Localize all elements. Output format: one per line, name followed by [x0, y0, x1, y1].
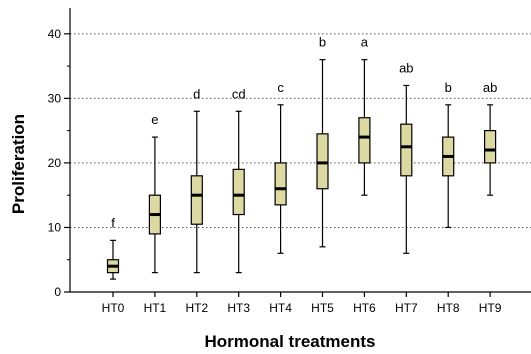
box-body — [400, 123, 413, 177]
significance-label-HT7: ab — [399, 60, 413, 75]
y-tick-label-30: 30 — [48, 91, 62, 105]
significance-label-HT6: a — [361, 35, 369, 50]
y-axis-ticks: 0 10 20 30 40 — [48, 27, 70, 299]
significance-label-HT9: ab — [483, 80, 497, 95]
box-HT6 — [358, 59, 371, 196]
axes — [69, 8, 531, 293]
x-tick-label-HT1: HT1 — [144, 301, 167, 315]
x-tick-label-HT3: HT3 — [227, 301, 250, 315]
significance-label-HT2: d — [193, 86, 200, 101]
significance-label-HT1: e — [151, 112, 158, 127]
gridlines — [70, 33, 531, 228]
box-HT3 — [232, 110, 245, 274]
box-HT5 — [316, 59, 329, 248]
significance-label-HT3: cd — [232, 86, 246, 101]
x-tick-label-HT0: HT0 — [102, 301, 125, 315]
x-tick-label-HT9: HT9 — [479, 301, 502, 315]
x-axis-ticks: HT0 HT1 HT2 HT3 HT4 HT5 HT6 HT7 HT8 HT9 — [102, 292, 502, 315]
y-tick-label-10: 10 — [48, 220, 62, 234]
significance-label-HT5: b — [319, 35, 326, 50]
box-HT8 — [442, 104, 455, 229]
x-tick-label-HT7: HT7 — [395, 301, 418, 315]
x-tick-label-HT8: HT8 — [437, 301, 460, 315]
significance-labels: f e d cd c b a ab b ab — [111, 35, 497, 231]
x-tick-label-HT5: HT5 — [311, 301, 334, 315]
x-tick-label-HT4: HT4 — [269, 301, 292, 315]
x-axis-title: Hormonal treatments — [205, 332, 376, 351]
box-HT4 — [274, 104, 287, 254]
box-body — [484, 130, 497, 164]
significance-label-HT8: b — [445, 80, 452, 95]
boxes — [106, 59, 497, 280]
x-tick-label-HT6: HT6 — [353, 301, 376, 315]
box-body — [316, 133, 329, 190]
y-tick-label-40: 40 — [48, 27, 62, 41]
box-body — [190, 175, 203, 225]
box-body — [232, 168, 245, 216]
box-HT9 — [484, 104, 497, 196]
significance-label-HT4: c — [277, 80, 284, 95]
box-HT7 — [400, 84, 413, 254]
significance-label-HT0: f — [111, 215, 115, 230]
box-HT2 — [190, 110, 203, 274]
box-HT0 — [106, 239, 120, 280]
y-tick-label-20: 20 — [48, 156, 62, 170]
x-tick-label-HT2: HT2 — [185, 301, 208, 315]
box-body — [358, 117, 371, 164]
y-tick-label-0: 0 — [54, 285, 61, 299]
box-body — [274, 162, 287, 206]
box-HT1 — [148, 136, 161, 274]
y-axis-title: Proliferation — [9, 114, 28, 214]
